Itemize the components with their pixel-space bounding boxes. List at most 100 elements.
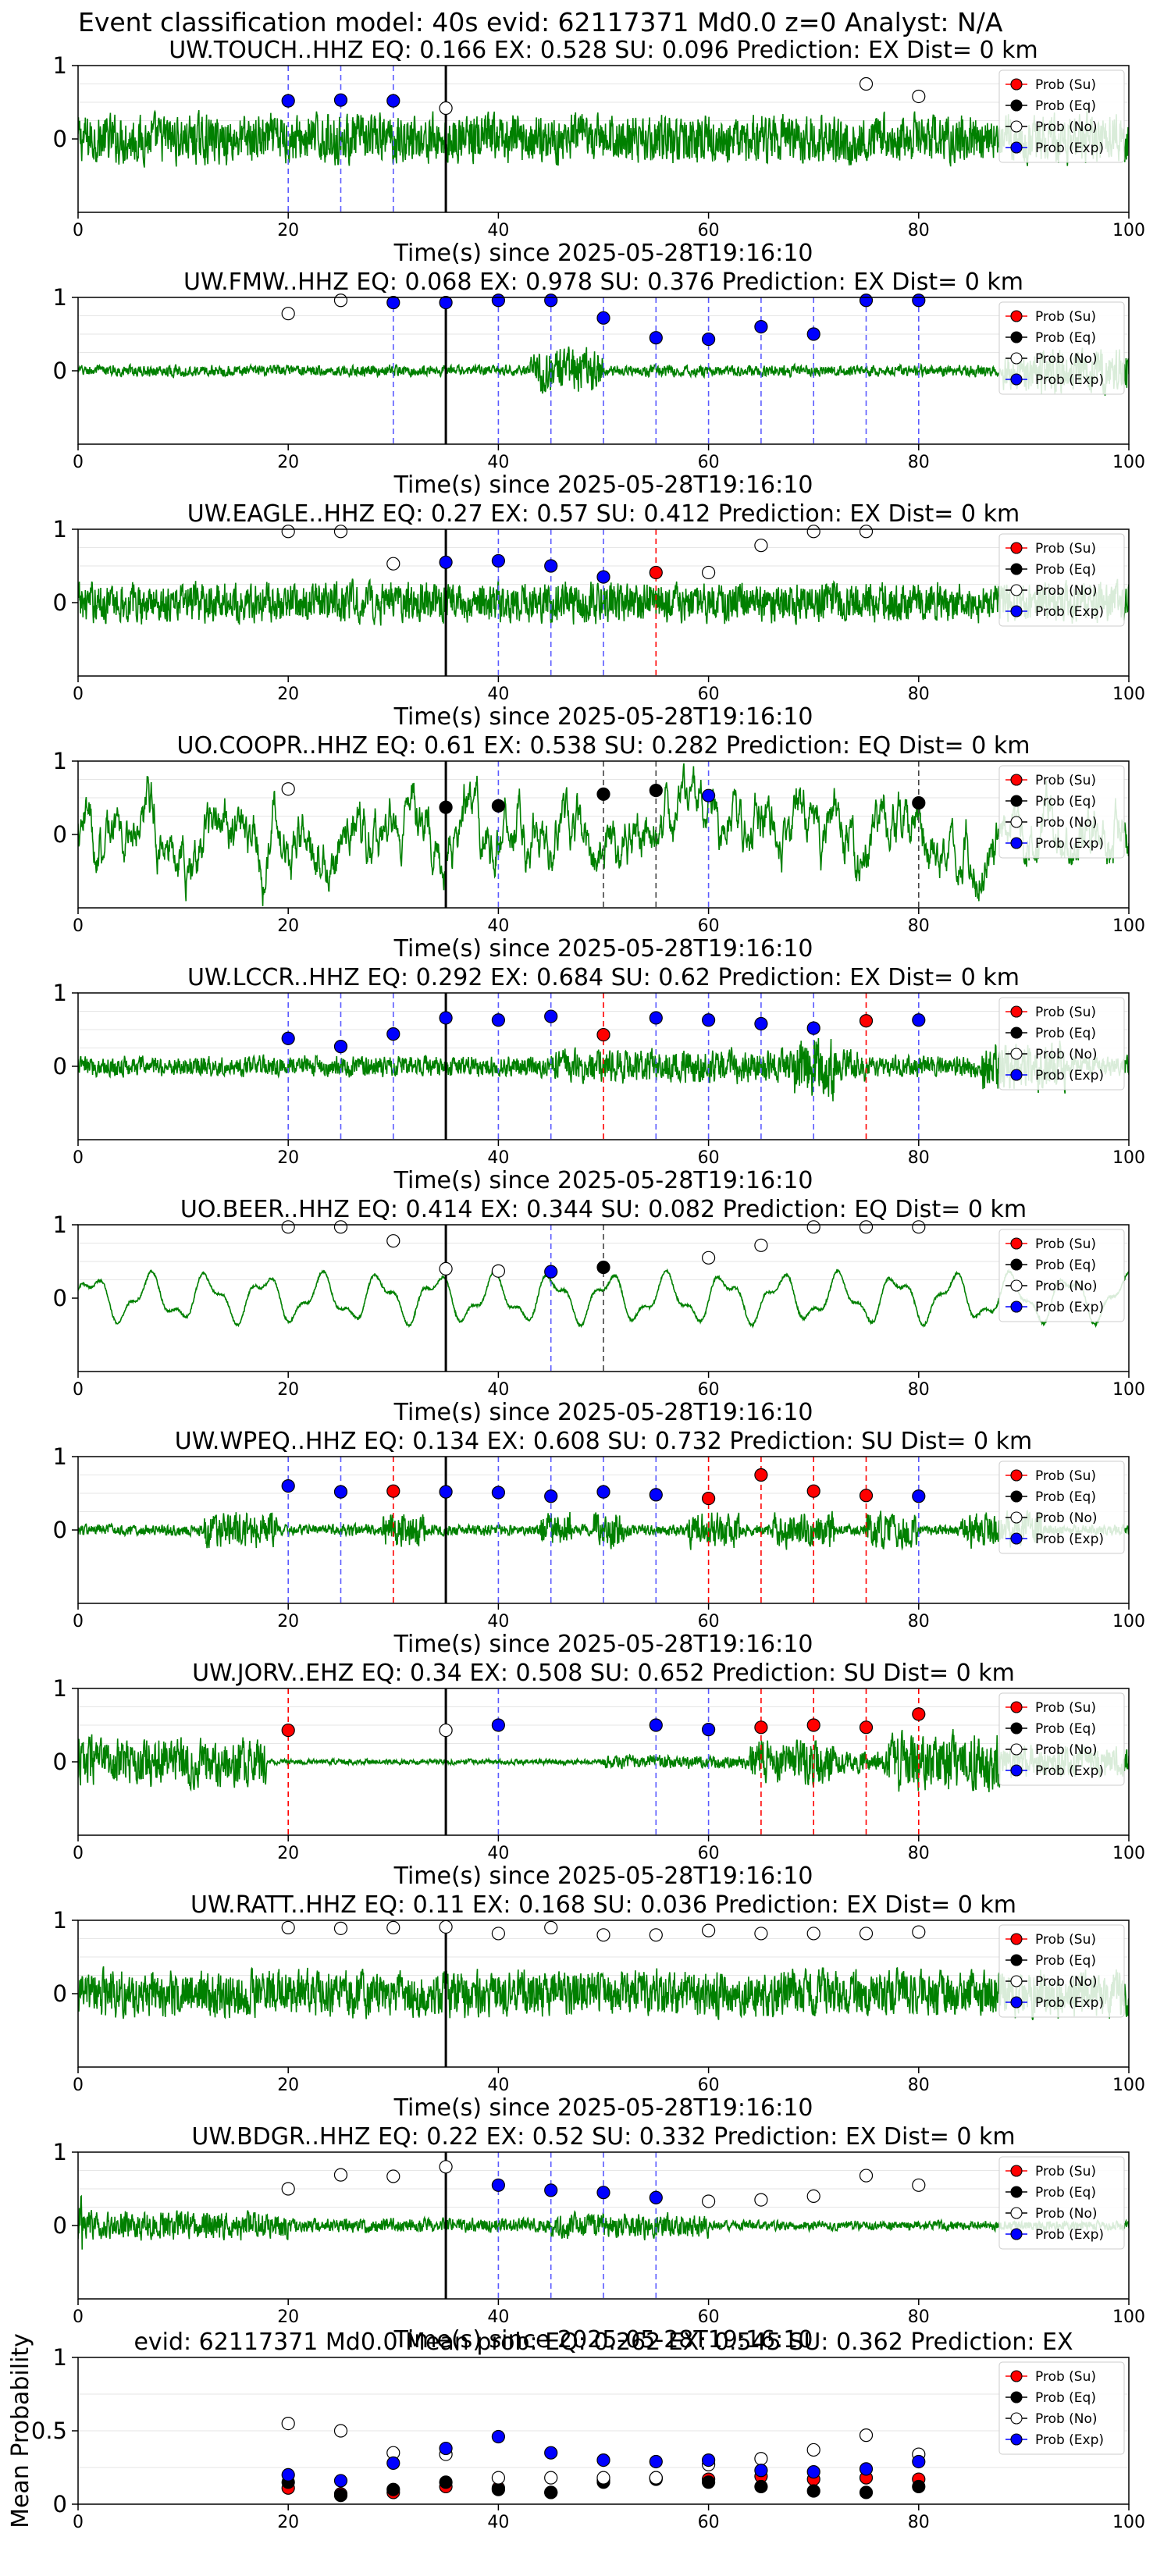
panel-4: UO.COOPR..HHZ EQ: 0.61 EX: 0.538 SU: 0.2…: [53, 732, 1145, 962]
prob-point-exp: [439, 295, 453, 310]
legend-label: Prob (No): [1035, 351, 1098, 367]
panel-title: UW.RATT..HHZ EQ: 0.11 EX: 0.168 SU: 0.03…: [190, 1891, 1016, 1919]
prob-point-exp: [806, 1021, 820, 1035]
prob-point-exp: [439, 1485, 453, 1499]
prob-point-no: [912, 2178, 926, 2192]
legend-label: Prob (Exp): [1035, 1068, 1104, 1083]
y-tick-label: 0: [53, 2491, 67, 2517]
x-tick-label: 80: [908, 453, 930, 472]
prob-point-no: [754, 2193, 768, 2207]
legend-label: Prob (Su): [1035, 773, 1096, 788]
panel-title: UO.BEER..HHZ EQ: 0.414 EX: 0.344 SU: 0.0…: [180, 1196, 1027, 1223]
legend-marker-exp: [1010, 141, 1023, 154]
prob-point-exp: [544, 294, 558, 308]
prob-point-exp: [491, 2178, 506, 2192]
x-tick-label: 0: [73, 916, 84, 936]
mean-prob-point-eq: [544, 2485, 558, 2500]
x-tick-label: 40: [487, 1380, 509, 1400]
prob-point-su: [281, 1723, 295, 1738]
prob-point-no: [859, 76, 874, 91]
prob-point-exp: [649, 331, 663, 345]
x-tick-label: 0: [73, 1380, 84, 1400]
legend-label: Prob (Eq): [1035, 1721, 1096, 1737]
legend: Prob (Su) Prob (Eq) Prob (No) Prob (Exp): [998, 1692, 1125, 1786]
legend-box: [998, 69, 1125, 163]
legend-label: Prob (Eq): [1035, 1489, 1096, 1505]
x-axis-label: Time(s) since 2025-05-28T19:16:10: [393, 935, 813, 962]
legend-marker-no: [1010, 120, 1023, 133]
legend-marker-no: [1010, 584, 1023, 596]
y-tick-label: 0: [53, 2212, 67, 2239]
x-axis-label: Time(s) since 2025-05-28T19:16:10: [393, 1399, 813, 1426]
y-tick-label: 0: [53, 1749, 67, 1775]
legend-marker-su: [1010, 2165, 1023, 2177]
prob-point-exp: [544, 1265, 558, 1279]
prob-point-su: [912, 1707, 926, 1721]
legend-marker-no: [1010, 1975, 1023, 1987]
prob-point-exp: [596, 2186, 610, 2200]
prob-point-no: [806, 1927, 820, 1941]
prob-point-no: [544, 1920, 558, 1934]
x-tick-label: 20: [277, 916, 299, 936]
x-tick-label: 80: [908, 221, 930, 240]
y-axis-label: Mean Probability: [7, 2333, 34, 2528]
panel-5: UW.LCCR..HHZ EQ: 0.292 EX: 0.684 SU: 0.6…: [53, 964, 1145, 1194]
prob-point-exp: [596, 1485, 610, 1499]
prob-point-exp: [491, 1485, 506, 1500]
prob-point-exp: [491, 553, 506, 568]
legend-label: Prob (Su): [1035, 2164, 1096, 2179]
mean-prob-point-no: [491, 2471, 506, 2485]
x-axis-label: Time(s) since 2025-05-28T19:16:10: [393, 1167, 813, 1194]
prob-point-exp: [281, 94, 295, 108]
panel-9: UW.RATT..HHZ EQ: 0.11 EX: 0.168 SU: 0.03…: [53, 1891, 1145, 2122]
mean-prob-point-no: [806, 2443, 820, 2457]
prob-point-no: [596, 1928, 610, 1942]
legend-marker-su: [1010, 78, 1023, 91]
panel-3: UW.EAGLE..HHZ EQ: 0.27 EX: 0.57 SU: 0.41…: [53, 500, 1145, 731]
legend-label: Prob (Eq): [1035, 562, 1096, 578]
legend-label: Prob (Eq): [1035, 1258, 1096, 1273]
legend-marker-su: [1010, 774, 1023, 786]
legend-marker-su: [1010, 2370, 1023, 2382]
legend-marker-eq: [1010, 2186, 1023, 2198]
x-tick-label: 20: [277, 2513, 299, 2532]
prob-point-exp: [333, 93, 348, 107]
legend-label: Prob (Eq): [1035, 98, 1096, 114]
mean-prob-point-exp: [701, 2453, 716, 2467]
mean-prob-point-exp: [491, 2429, 506, 2444]
prob-point-no: [386, 557, 400, 571]
x-tick-label: 20: [277, 685, 299, 704]
prob-point-no: [333, 1921, 348, 1935]
x-axis-label: Time(s) since 2025-05-28T19:16:10: [393, 1631, 813, 1658]
prob-point-su: [806, 1718, 820, 1732]
prob-point-no: [439, 101, 453, 116]
panel-title: UO.COOPR..HHZ EQ: 0.61 EX: 0.538 SU: 0.2…: [177, 732, 1030, 760]
panel-8: UW.JORV..EHZ EQ: 0.34 EX: 0.508 SU: 0.65…: [53, 1660, 1145, 1890]
mean-prob-point-exp: [333, 2474, 348, 2488]
x-axis-label: Time(s) since 2025-05-28T19:16:10: [393, 703, 813, 731]
y-tick-label: 0: [53, 589, 67, 616]
legend-label: Prob (Su): [1035, 1700, 1096, 1716]
legend-box: [998, 1461, 1125, 1554]
y-tick-label: 0: [53, 358, 67, 384]
mean-prob-point-exp: [754, 2464, 768, 2478]
x-tick-label: 60: [698, 2513, 720, 2532]
mean-prob-point-no: [754, 2452, 768, 2466]
legend-label: Prob (Su): [1035, 1932, 1096, 1948]
prob-point-su: [859, 1014, 874, 1028]
prob-point-no: [859, 2169, 874, 2183]
prob-point-su: [859, 1720, 874, 1735]
prob-point-exp: [649, 1011, 663, 1025]
x-tick-label: 40: [487, 1148, 509, 1168]
x-tick-label: 80: [908, 1148, 930, 1168]
mean-prob-point-exp: [912, 2454, 926, 2469]
prob-point-exp: [281, 1031, 295, 1045]
panel-title: UW.TOUCH..HHZ EQ: 0.166 EX: 0.528 SU: 0.…: [169, 37, 1038, 64]
prob-point-su: [754, 1720, 768, 1735]
prob-point-eq: [596, 787, 610, 801]
prob-point-no: [281, 2182, 295, 2196]
legend-marker-exp: [1010, 2228, 1023, 2240]
x-tick-label: 100: [1112, 453, 1145, 472]
legend-marker-no: [1010, 2412, 1023, 2425]
prob-point-su: [649, 565, 663, 580]
